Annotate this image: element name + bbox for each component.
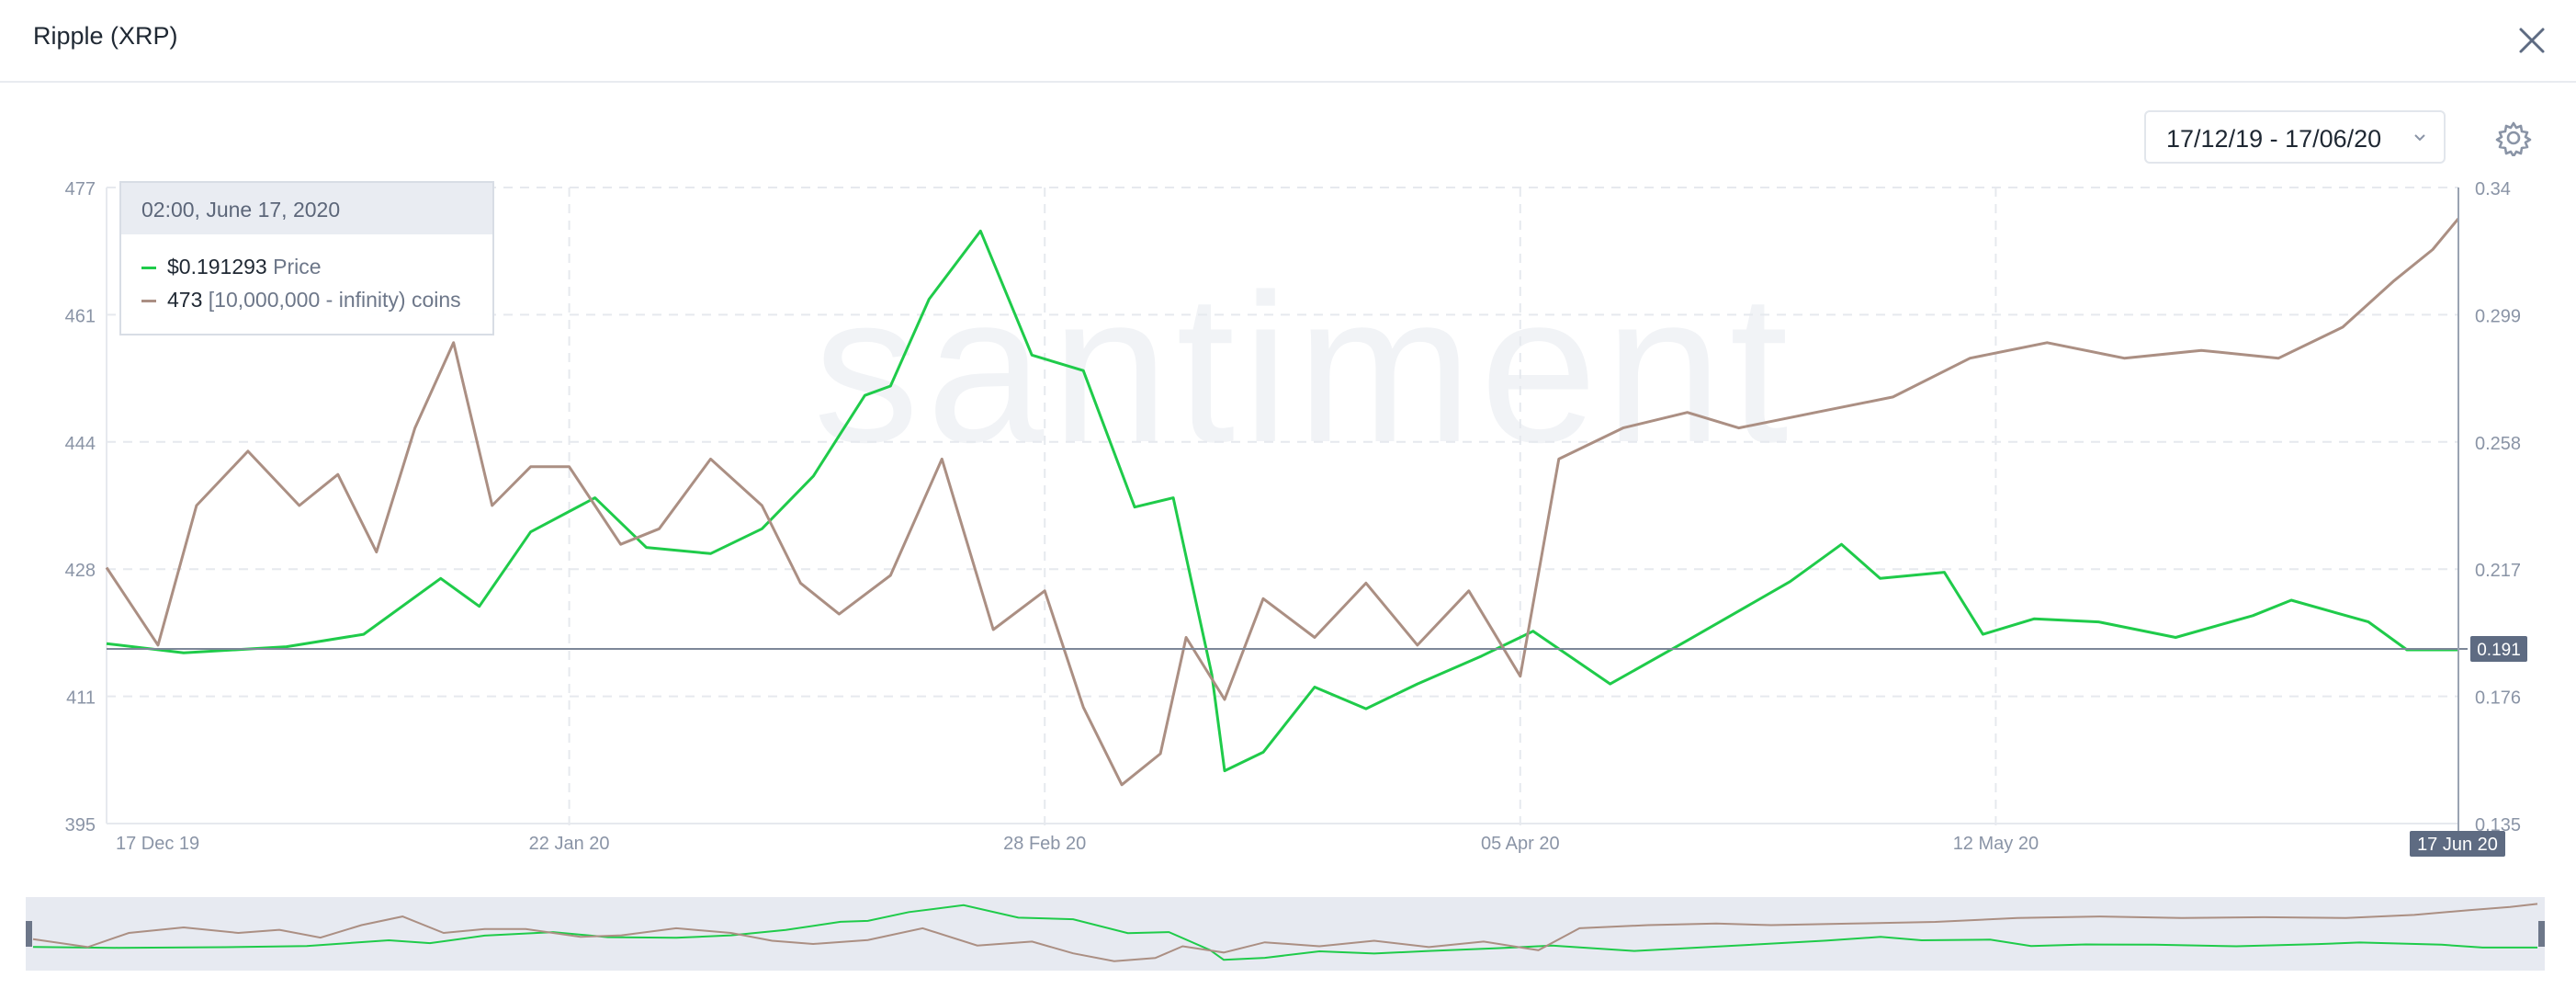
tooltip-price-row: $0.191293 Price	[141, 255, 322, 279]
tooltip-price-label: Price	[273, 255, 322, 279]
left-tick-label: 411	[66, 688, 96, 709]
right-tick-label: 0.299	[2475, 306, 2521, 326]
holders-legend-swatch	[141, 300, 156, 303]
navigator-right-handle[interactable]	[2538, 921, 2545, 947]
date-range-value: 17/12/19 - 17/06/20	[2166, 125, 2382, 153]
tooltip-holders-value: 473	[167, 288, 203, 312]
current-price-label: 0.191	[2477, 641, 2521, 660]
navigator-series	[32, 903, 2538, 962]
navigator-background	[26, 897, 2545, 971]
modal-header: Ripple (XRP)	[0, 0, 2576, 83]
tooltip-holders-row: 473 [10,000,000 - infinity) coins	[141, 288, 461, 313]
current-date-label: 17 Jun 20	[2417, 835, 2498, 855]
series-layer	[105, 217, 2460, 787]
price-series-line	[106, 229, 2458, 773]
current-date-badge	[2410, 831, 2505, 857]
tooltip-holders-label: [10,000,000 - infinity) coins	[208, 288, 461, 312]
watermark: santiment	[813, 250, 1795, 486]
left-tick-label: 428	[65, 561, 96, 581]
left-tick-label: 395	[65, 815, 96, 836]
date-range-select[interactable]: 17/12/19 - 17/06/20	[2144, 110, 2446, 164]
modal-title: Ripple (XRP)	[33, 22, 178, 50]
right-tick-label: 0.176	[2475, 688, 2521, 709]
navigator-holders-line	[32, 903, 2538, 962]
x-tick-label: 22 Jan 20	[529, 834, 610, 854]
crosshair: 0.191 17 Jun 20	[107, 188, 2527, 857]
x-tick-label: 05 Apr 20	[1481, 834, 1560, 854]
x-axis: 17 Dec 19 22 Jan 20 28 Feb 20 05 Apr 20 12 M…	[116, 834, 2039, 854]
gear-icon[interactable]	[2495, 119, 2532, 156]
tooltip-price-value: $0.191293	[167, 255, 267, 279]
right-tick-label: 0.217	[2475, 561, 2521, 581]
left-tick-label: 444	[65, 434, 96, 454]
price-legend-swatch	[141, 267, 156, 270]
right-tick-label: 0.135	[2475, 815, 2521, 836]
chart-tooltip: 02:00, June 17, 2020 $0.191293 Price 473…	[119, 181, 494, 335]
x-tick-label: 12 May 20	[1953, 834, 2039, 854]
chevron-down-icon	[2414, 134, 2425, 142]
x-tick-label: 28 Feb 20	[1003, 834, 1086, 854]
close-icon[interactable]	[2514, 22, 2550, 59]
left-tick-label: 477	[65, 179, 96, 199]
navigator-left-handle[interactable]	[26, 921, 32, 947]
left-axis: 395 411 428 444 461 477	[65, 179, 96, 836]
left-tick-label: 461	[65, 306, 96, 326]
right-tick-label: 0.258	[2475, 434, 2521, 454]
tooltip-datetime: 02:00, June 17, 2020	[121, 183, 492, 234]
right-tick-label: 0.34	[2475, 179, 2511, 199]
right-axis: 0.135 0.176 0.217 0.258 0.299 0.34	[2475, 179, 2521, 836]
holders-series-line	[105, 217, 2460, 787]
current-price-badge	[2470, 635, 2527, 662]
x-tick-label: 17 Dec 19	[116, 834, 199, 854]
grid	[106, 187, 2458, 829]
range-navigator[interactable]	[26, 897, 2545, 971]
